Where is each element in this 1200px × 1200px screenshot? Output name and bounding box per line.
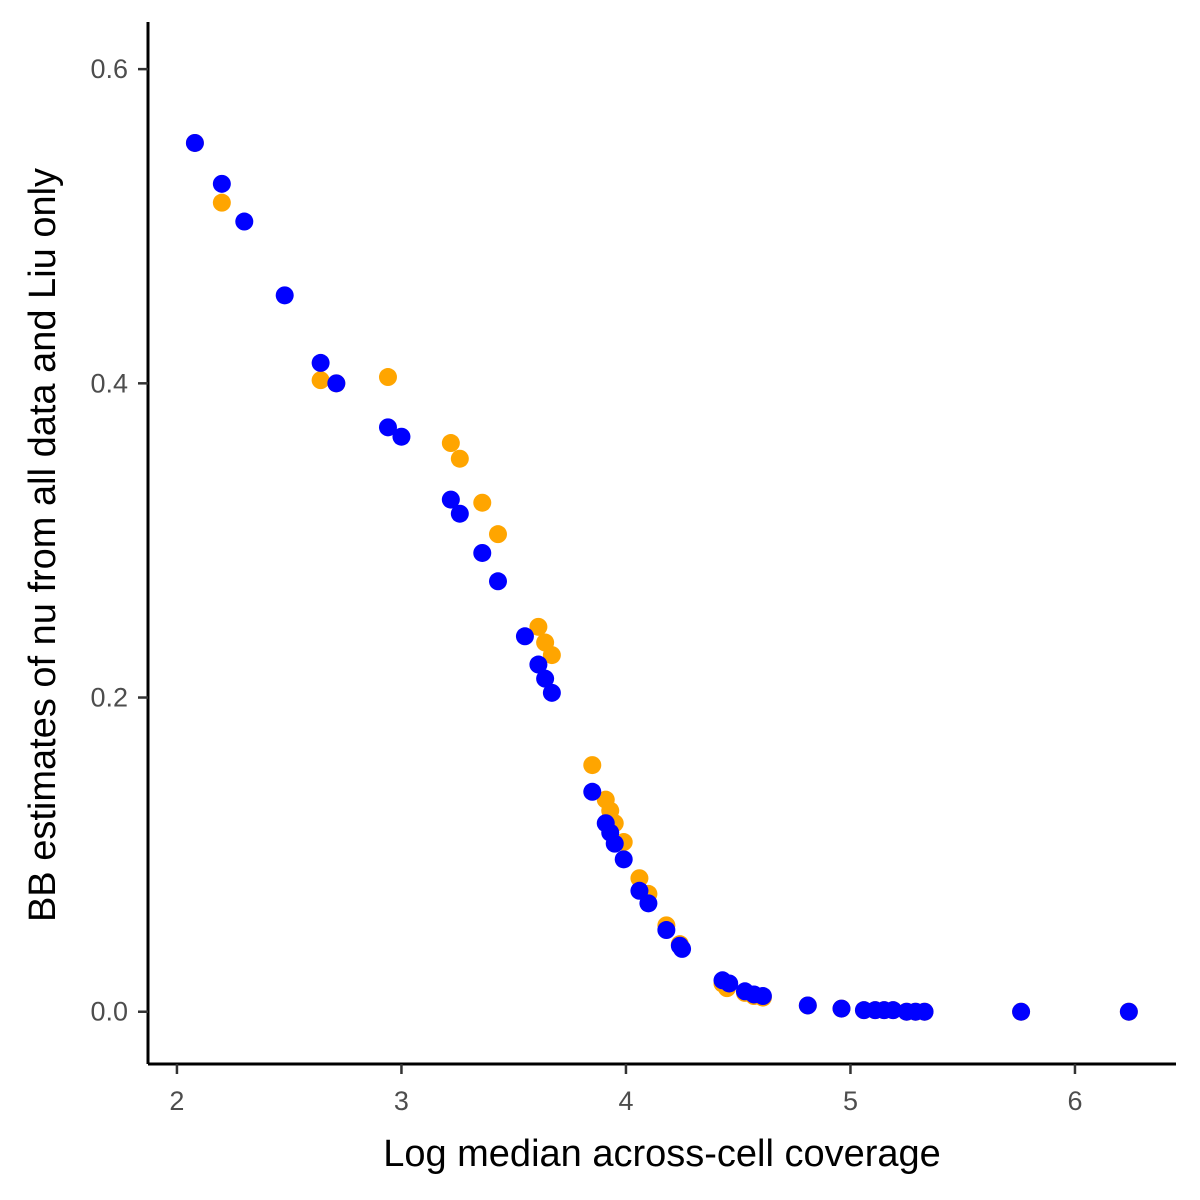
y-tick-label: 0.4 (90, 368, 128, 398)
x-tick-label: 3 (394, 1086, 409, 1116)
blue-data-point (657, 921, 676, 940)
blue-data-point (327, 374, 346, 393)
orange-data-point (630, 869, 649, 888)
blue-data-point (378, 418, 397, 437)
orange-data-point (450, 449, 469, 468)
blue-data-point (1012, 1002, 1031, 1021)
blue-data-point (450, 504, 469, 523)
blue-data-point (798, 996, 817, 1015)
orange-data-point (378, 368, 397, 387)
x-tick-label: 2 (169, 1086, 184, 1116)
orange-data-point (311, 371, 330, 390)
blue-data-point (614, 850, 633, 869)
blue-data-point (311, 353, 330, 372)
blue-data-point (583, 782, 602, 801)
blue-data-point (473, 543, 492, 562)
blue-data-point (832, 999, 851, 1018)
y-tick-label: 0.2 (90, 683, 128, 713)
y-tick-label: 0.0 (90, 997, 128, 1027)
blue-data-point (275, 286, 294, 305)
orange-data-point (473, 493, 492, 512)
blue-data-point (1119, 1002, 1138, 1021)
blue-data-point (673, 939, 692, 958)
y-axis-ticks: 0.0 0.2 0.4 0.6 (90, 54, 148, 1027)
orange-data-point (583, 756, 602, 775)
x-axis-ticks: 2 3 4 5 6 (169, 1064, 1082, 1116)
blue-data-point (392, 427, 411, 446)
x-tick-label: 6 (1067, 1086, 1082, 1116)
orange-data-point (212, 193, 231, 212)
blue-data-point (529, 655, 548, 674)
blue-data-point (720, 974, 739, 993)
blue-data-point (185, 133, 204, 152)
blue-data-point (235, 212, 254, 231)
blue-data-point (542, 683, 561, 702)
x-axis-title: Log median across-cell coverage (383, 1133, 941, 1175)
y-axis-title: BB estimates of nu from all data and Liu… (22, 168, 64, 922)
blue-data-point (212, 174, 231, 193)
blue-data-point (536, 669, 555, 688)
blue-data-point (605, 834, 624, 853)
orange-data-point (488, 525, 507, 544)
x-tick-label: 4 (618, 1086, 633, 1116)
orange-data-point (441, 434, 460, 453)
points-layer (185, 133, 1138, 1021)
y-tick-label: 0.6 (90, 54, 128, 84)
blue-data-point (884, 1001, 903, 1020)
blue-data-point (488, 572, 507, 591)
orange-data-point (542, 646, 561, 665)
blue-data-point (515, 627, 534, 646)
orange-data-point (529, 617, 548, 636)
blue-data-point (915, 1002, 934, 1021)
blue-data-point (753, 987, 772, 1006)
blue-data-point (639, 894, 658, 913)
x-tick-label: 5 (843, 1086, 858, 1116)
blue-data-point (441, 490, 460, 509)
blue-data-point (630, 881, 649, 900)
